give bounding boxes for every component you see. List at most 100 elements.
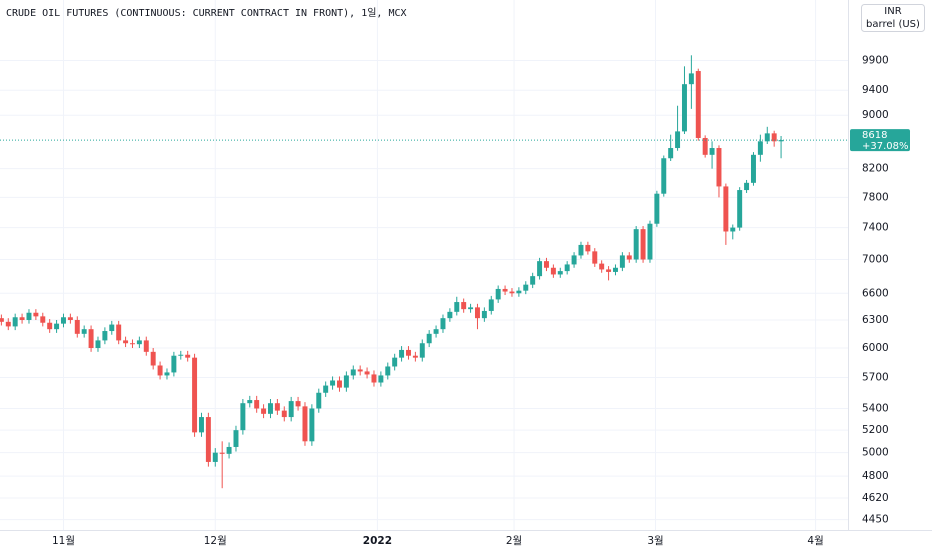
candle-body [378, 375, 384, 383]
candle-body [495, 288, 501, 300]
candle-body [357, 369, 363, 372]
candles [0, 55, 784, 489]
y-tick-label: 7800 [862, 191, 889, 203]
candle-body [157, 365, 163, 376]
candle-body [737, 190, 743, 228]
candle-body [240, 403, 246, 431]
candle-body [412, 355, 418, 358]
candle-body [668, 148, 674, 159]
x-tick-label: 3월 [647, 535, 663, 547]
candle-body [633, 229, 639, 260]
candle-body [461, 302, 467, 310]
y-tick-label: 7400 [862, 222, 889, 234]
candle-body [60, 317, 66, 324]
candle-body [247, 400, 253, 404]
candle-body [274, 403, 280, 411]
candle-body [688, 73, 694, 85]
candle-body [67, 317, 73, 320]
y-tick-label: 4620 [862, 492, 889, 504]
currency-label[interactable]: INR [884, 6, 901, 17]
candle-body [364, 371, 370, 375]
candle-body [771, 133, 777, 142]
candle-body [102, 331, 108, 341]
y-tick-label: 8200 [862, 163, 889, 175]
candle-body [54, 323, 60, 330]
candle-body [557, 271, 563, 275]
y-tick-label: 5700 [862, 371, 889, 383]
candle-body [74, 319, 80, 334]
candle-body [330, 380, 336, 386]
candle-body [136, 340, 142, 345]
candle-body [750, 154, 756, 183]
candle-body [405, 349, 411, 356]
unit-label[interactable]: barrel (US) [866, 19, 920, 30]
candle-body [447, 311, 453, 319]
candle-body [371, 374, 377, 383]
change-label: +37.08% [862, 141, 909, 152]
candle-body [474, 307, 480, 319]
candle-body [254, 400, 260, 409]
candle-body [33, 312, 39, 317]
candle-body [309, 408, 315, 442]
candle-body [516, 290, 522, 294]
candle-body [647, 223, 653, 260]
y-tick-label: 6300 [862, 314, 889, 326]
candle-body [0, 318, 4, 322]
candle-body [716, 148, 722, 187]
candle-body [164, 372, 170, 376]
candle-body [543, 261, 549, 268]
candle-body [626, 255, 632, 260]
candle-body [399, 349, 405, 358]
candle-body [219, 452, 225, 454]
candle-body [778, 140, 784, 142]
candle-body [171, 355, 177, 373]
candle-body [509, 291, 515, 294]
candle-body [709, 148, 715, 155]
candle-body [585, 244, 591, 252]
candle-body [5, 321, 11, 327]
y-tick-label: 4800 [862, 470, 889, 482]
candle-body [675, 131, 681, 149]
candle-body [40, 316, 46, 323]
candle-body [178, 354, 184, 356]
candle-body [12, 317, 18, 327]
y-tick-label: 9400 [862, 84, 889, 96]
candle-body [150, 351, 156, 366]
candle-body [419, 343, 425, 358]
candle-body [433, 329, 439, 334]
y-tick-label: 6000 [862, 342, 889, 354]
candle-body [426, 333, 432, 344]
y-tick-label: 9900 [862, 54, 889, 66]
candle-body [606, 269, 612, 272]
candle-body [702, 137, 708, 155]
candle-body [116, 324, 122, 341]
candle-body [205, 417, 211, 462]
candle-body [612, 267, 618, 272]
candle-body [550, 267, 556, 275]
candle-body [592, 251, 598, 264]
candle-body [316, 392, 322, 409]
candle-body [571, 255, 577, 265]
candle-body [757, 141, 763, 155]
candle-body [81, 329, 87, 334]
candle-body [109, 324, 115, 332]
candle-body [95, 340, 101, 349]
candle-body [47, 322, 53, 330]
candle-body [350, 369, 356, 376]
candle-body [488, 299, 494, 311]
unit-box[interactable] [861, 4, 925, 32]
candle-body [730, 227, 736, 232]
y-tick-label: 4450 [862, 514, 889, 526]
candle-body [143, 340, 149, 352]
candle-body [481, 310, 487, 319]
x-tick-label: 2월 [506, 535, 522, 547]
candle-body [123, 340, 129, 344]
candle-body [723, 186, 729, 232]
x-tick-label: 11월 [52, 535, 75, 547]
candle-body [343, 375, 349, 388]
candle-body [578, 244, 584, 256]
candle-body [468, 307, 474, 310]
candle-body [654, 193, 660, 224]
candle-body [744, 182, 750, 191]
